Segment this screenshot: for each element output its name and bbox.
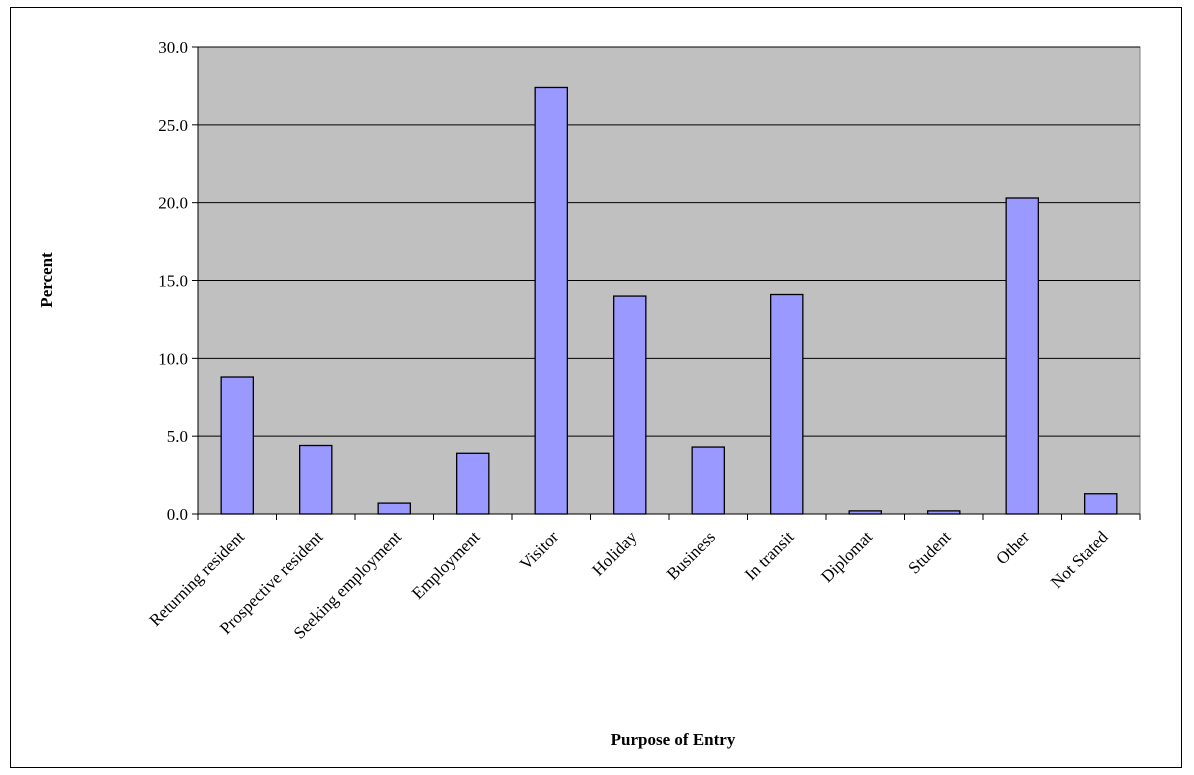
x-tick-label: In transit (741, 527, 798, 584)
y-axis: 0.0 5.0 10.0 15.0 20.0 25.0 30.0 (158, 38, 199, 524)
gridlines (198, 46, 1140, 437)
bar (377, 502, 411, 515)
bar (613, 295, 647, 515)
x-tick-label: Student (904, 527, 954, 577)
x-tick-label: Employment (408, 527, 484, 603)
x-tick-label: Diplomat (817, 527, 876, 586)
y-tick-label: 5.0 (167, 427, 188, 446)
bar (1005, 197, 1039, 515)
x-tick-label: Business (663, 527, 719, 583)
y-tick-label: 30.0 (158, 38, 188, 57)
y-tick-label: 0.0 (167, 505, 188, 524)
y-tick-label: 25.0 (158, 116, 188, 135)
x-tick-label: Holiday (588, 527, 641, 580)
y-tick-label: 20.0 (158, 194, 188, 213)
bar (770, 293, 804, 515)
bar (691, 446, 725, 515)
y-axis-title: Percent (37, 252, 56, 308)
bar (299, 444, 333, 515)
bar (534, 86, 568, 515)
bar (456, 452, 490, 515)
bar (1084, 493, 1118, 515)
bar (220, 376, 254, 515)
y-tick-label: 10.0 (158, 349, 188, 368)
x-tick-label: Other (992, 527, 1033, 568)
y-tick-label: 15.0 (158, 272, 188, 291)
x-axis-title: Purpose of Entry (611, 730, 736, 749)
x-tick-label: Visitor (516, 527, 562, 573)
x-tick-label: Not Stated (1047, 527, 1112, 592)
